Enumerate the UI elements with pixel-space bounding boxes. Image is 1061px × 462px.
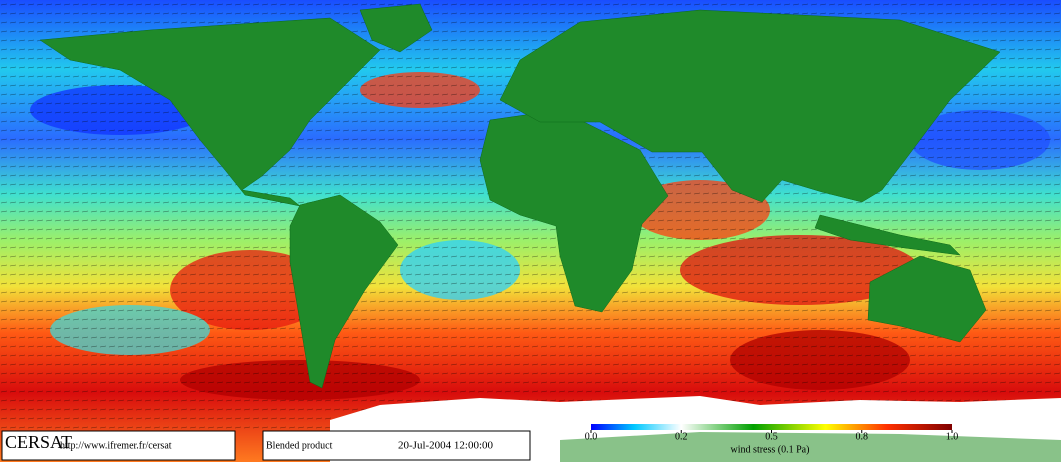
- indonesia: [814, 214, 961, 256]
- colorbar: [591, 424, 952, 430]
- south-america: [289, 194, 399, 389]
- continents: [39, 3, 1001, 389]
- colorbar-label: wind stress (0.1 Pa): [731, 444, 810, 455]
- colorbar-tick-label: 0.2: [675, 431, 688, 442]
- colorbar-tick-label: 0.8: [856, 431, 869, 442]
- colorbar-tick-label: 0.0: [585, 431, 598, 442]
- antarctica-relief: [560, 432, 1061, 462]
- north-america: [39, 17, 381, 207]
- date: 20-Jul-2004 12:00:00: [398, 440, 494, 452]
- africa: [479, 109, 669, 313]
- colorbar-tick-label: 0.5: [765, 431, 778, 442]
- colorbar-ticks: 0.0 0.2 0.5 0.8 1.0: [585, 430, 959, 442]
- eurasia: [499, 9, 1001, 203]
- product-box: [262, 430, 531, 461]
- greenland: [359, 3, 433, 53]
- product: Blended product: [266, 440, 333, 451]
- logo-box: [1, 430, 236, 461]
- colorbar-tick-label: 1.0: [946, 431, 959, 442]
- url: http://www.ifremer.fr/cersat: [60, 440, 172, 451]
- logo: CERSAT: [5, 432, 72, 452]
- australia: [867, 255, 987, 343]
